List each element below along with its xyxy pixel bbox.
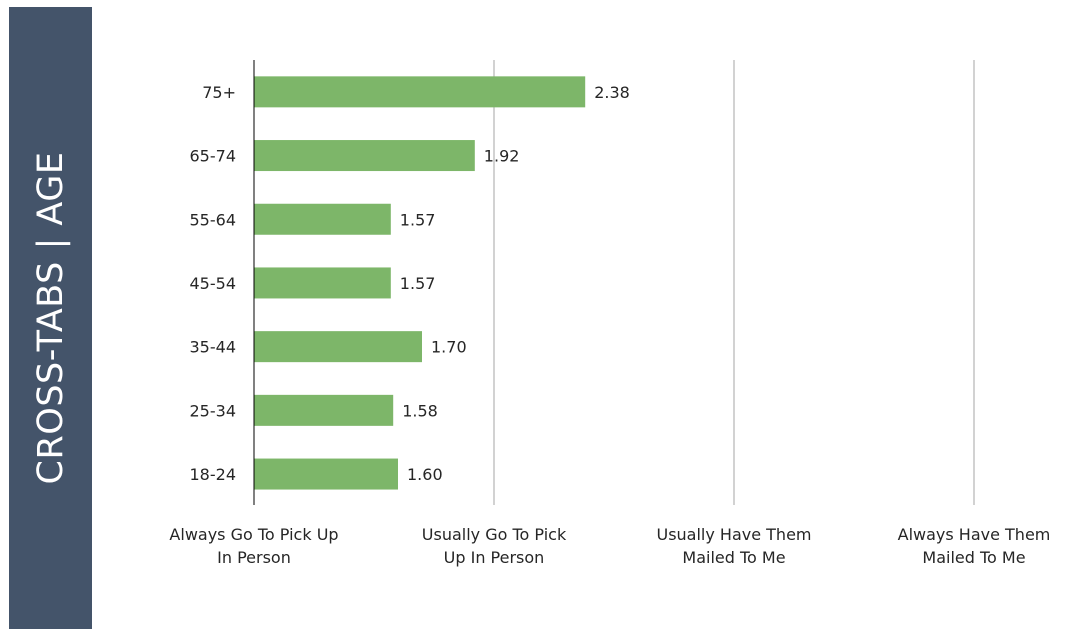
x-tick-label-line: Always Go To Pick Up	[169, 525, 338, 544]
bar	[254, 394, 394, 426]
bar	[254, 76, 586, 108]
value-label: 1.60	[407, 465, 443, 484]
x-tick-label-line: Usually Have Them	[656, 525, 811, 544]
x-tick-label-line: Up In Person	[444, 548, 545, 567]
value-label: 2.38	[594, 83, 630, 102]
x-tick-label: Usually Go To Pick Up In Person	[422, 525, 567, 567]
category-label: 45-54	[190, 274, 237, 293]
x-tick-label-line: Always Have Them	[898, 525, 1051, 544]
value-label: 1.92	[484, 147, 520, 166]
x-tick-label: Always Go To Pick Up In Person	[169, 525, 338, 567]
x-tick-label-line: Mailed To Me	[682, 548, 785, 567]
x-tick-label: Always Have Them Mailed To Me	[898, 525, 1051, 567]
bar	[254, 140, 475, 172]
value-label: 1.57	[400, 210, 436, 229]
category-label: 75+	[202, 83, 236, 102]
bar	[254, 203, 391, 235]
side-banner: CROSS-TABS | AGE	[9, 7, 92, 629]
category-label: 35-44	[190, 338, 237, 357]
value-label: 1.70	[431, 338, 467, 357]
category-label: 55-64	[190, 210, 237, 229]
bar	[254, 267, 391, 299]
bar	[254, 458, 398, 490]
value-label: 1.58	[402, 401, 438, 420]
category-label: 25-34	[190, 401, 237, 420]
x-tick-label-line: In Person	[217, 548, 291, 567]
x-tick-label-line: Mailed To Me	[922, 548, 1025, 567]
x-tick-label-line: Usually Go To Pick	[422, 525, 567, 544]
bar	[254, 331, 422, 363]
x-tick-label: Usually Have Them Mailed To Me	[656, 525, 811, 567]
category-label: 18-24	[190, 465, 237, 484]
value-label: 1.57	[400, 274, 436, 293]
category-label: 65-74	[190, 147, 237, 166]
